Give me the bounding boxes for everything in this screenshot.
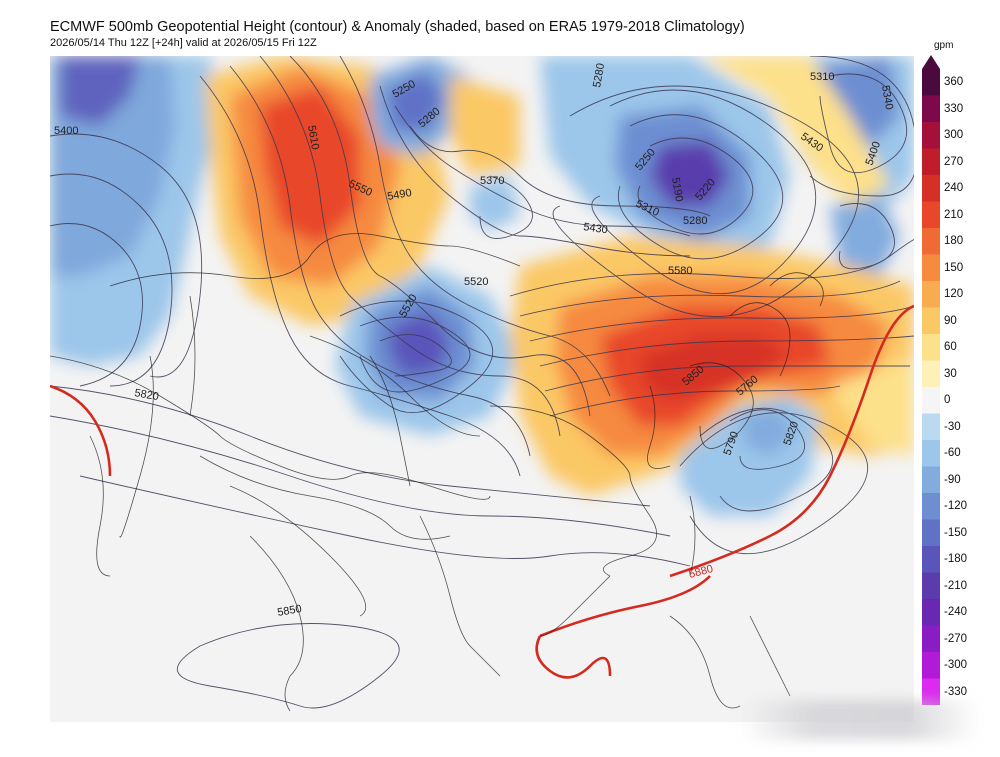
colorbar-swatch [922,546,940,573]
contour-label-5430-center: 5430 [583,221,609,236]
colorbar-tick-label: -150 [944,526,968,539]
contour-label-5280-center: 5280 [683,215,707,227]
colorbar-tick-label: 30 [944,367,957,380]
colorbar-tick-label: 150 [944,261,964,274]
blurred-watermark [740,700,980,740]
contour-label-5310-northeast: 5310 [810,71,834,83]
colorbar-swatch [922,334,940,361]
contour-label-5520-center: 5520 [464,276,488,288]
colorbar-tick-label: 360 [944,76,964,89]
colorbar-tick-label: -240 [944,606,968,619]
colorbar-swatch [922,254,940,282]
contour-labels: 5400 5610 5250 5280 5550 5490 5370 5250 … [54,62,895,619]
colorbar-labels: 360 330 300 270 240 210 180 150 120 90 60 30 0 -30 -60… [944,55,994,705]
colorbar-swatch [922,281,940,308]
colorbar-tick-label: -90 [944,473,961,486]
colorbar-swatch [922,175,940,202]
contour-label-5820-west: 5820 [133,387,159,403]
colorbar-swatch [922,307,940,335]
contour-label-5490: 5490 [386,187,412,203]
colorbar [922,55,940,705]
colorbar-swatch [922,69,940,96]
colorbar-unit: gpm [934,40,954,51]
contour-label-5280-north-center: 5280 [591,62,607,88]
contour-label-5190: 5190 [669,176,685,202]
colorbar-swatch [922,625,940,653]
colorbar-swatch [922,599,940,626]
chart-title: ECMWF 500mb Geopotential Height (contour… [50,19,745,35]
height-contours [50,56,914,709]
anomaly-negative-upper-mid-core [385,71,445,131]
anomaly-negative-west-center [60,56,140,126]
anomaly-negative-east [830,196,900,276]
anomaly-positive-korea-japan-core [640,336,790,401]
colorbar-swatch [922,201,940,229]
contour-label-5850-south: 5850 [276,603,302,619]
colorbar-tick-label: -30 [944,420,961,433]
colorbar-swatch [922,572,940,600]
colorbar-top-arrow [922,55,940,69]
colorbar-tick-label: -330 [944,685,968,698]
anomaly-negative-central-core [390,311,450,376]
colorbar-swatch [922,387,940,414]
colorbar-tick-label: 90 [944,314,957,327]
colorbar-tick-label: -300 [944,659,968,672]
chart-subtitle: 2026/05/14 Thu 12Z [+24h] valid at 2026/… [50,37,317,49]
colorbar-swatch [922,466,940,494]
colorbar-tick-label: 120 [944,288,964,301]
contour-label-5370: 5370 [480,175,504,187]
colorbar-swatch [922,440,940,467]
colorbar-tick-label: -270 [944,632,968,645]
anomaly-positive-top-band [450,76,520,176]
colorbar-swatch [922,148,940,176]
colorbar-swatch [922,413,940,441]
colorbar-swatch [922,122,940,149]
colorbar-tick-label: -210 [944,579,968,592]
anomaly-negative-northeast-core [650,141,730,206]
colorbar-tick-label: 300 [944,129,964,142]
contour-5880 [50,304,914,679]
weather-map: 5400 5610 5250 5280 5550 5490 5370 5250 … [50,56,914,722]
colorbar-tick-label: 60 [944,341,957,354]
colorbar-tick-label: 240 [944,182,964,195]
contour-label-5580: 5580 [668,265,692,277]
colorbar-tick-label: -120 [944,500,968,513]
anomaly-negative-southeast-core [740,406,795,456]
colorbar-swatch [922,519,940,547]
colorbar-tick-label: 0 [944,394,951,407]
colorbar-swatch [922,95,940,123]
map-svg: 5400 5610 5250 5280 5550 5490 5370 5250 … [50,56,914,722]
colorbar-tick-label: 180 [944,235,964,248]
contour-label-5610: 5610 [305,124,321,150]
colorbar-swatch [922,678,940,705]
contour-label-5340: 5340 [879,84,895,110]
anomaly-positive-east [830,356,914,456]
coastlines [50,233,824,712]
colorbar-tick-label: 330 [944,102,964,115]
anomaly-negative-small [470,176,520,231]
colorbar-swatch [922,228,940,255]
colorbar-swatch [922,360,940,388]
colorbar-tick-label: -180 [944,553,968,566]
colorbar-tick-label: 270 [944,155,964,168]
colorbar-swatch [922,652,940,679]
contour-label-5400-west: 5400 [54,125,78,137]
colorbar-tick-label: -60 [944,447,961,460]
colorbar-tick-label: 210 [944,208,964,221]
colorbar-swatch [922,493,940,520]
